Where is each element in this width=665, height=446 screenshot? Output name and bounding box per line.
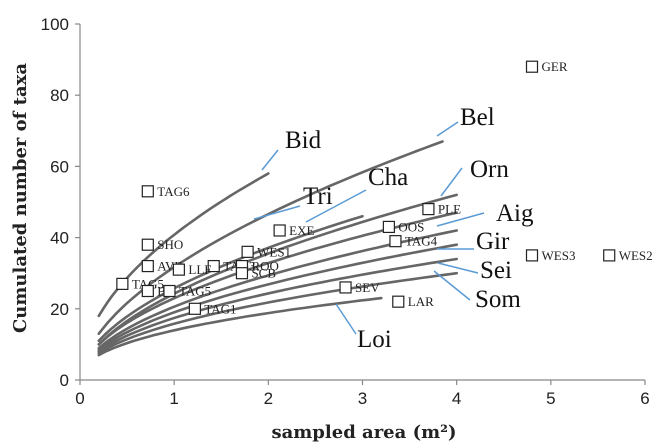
x-tick-label: 6 — [640, 389, 649, 408]
curve-loi — [97, 296, 383, 357]
y-tick-label: 40 — [50, 229, 69, 248]
point-label: WES1 — [257, 244, 291, 259]
point-marker — [116, 277, 129, 290]
point-label: TAG6 — [157, 184, 190, 199]
curve-label-bid: Bid — [285, 127, 322, 154]
y-tick-label: 60 — [50, 157, 69, 176]
point-label: SCB — [251, 266, 276, 281]
point-marker — [141, 185, 154, 198]
x-tick-label: 3 — [358, 389, 367, 408]
point-marker — [392, 295, 405, 308]
point-marker — [525, 60, 539, 73]
point-label: LAR — [408, 294, 434, 309]
curve-bel — [97, 140, 444, 335]
x-tick-label: 2 — [264, 389, 273, 408]
x-tick-label: 1 — [169, 389, 178, 408]
point-marker — [389, 235, 402, 248]
curve-label-orn: Orn — [470, 156, 509, 183]
axes: 0 20 40 60 80 100 0 1 2 3 4 5 6 — [41, 15, 650, 408]
site-points: GERTAG6PLEOOSEXETAG4SHOWES1WES3WES2AVETA… — [116, 59, 653, 316]
point-label: TAG4 — [405, 234, 438, 249]
leader-orn — [440, 167, 463, 197]
curve-label-som: Som — [475, 286, 521, 313]
curve-label-leaders — [253, 121, 485, 335]
point-label: OOS — [398, 219, 424, 234]
curve-label-bel: Bel — [460, 104, 495, 131]
curve-gir — [97, 243, 458, 351]
curve-label-tri: Tri — [303, 183, 333, 210]
leader-sei — [437, 262, 479, 274]
point-marker — [603, 249, 616, 262]
point-marker — [339, 281, 352, 294]
point-marker — [207, 259, 220, 273]
point-marker — [235, 267, 249, 280]
curve-label-aig: Aig — [496, 200, 534, 227]
y-tick-label: 0 — [60, 371, 69, 390]
curve-label-gir: Gir — [476, 228, 510, 255]
point-label: SEV — [355, 280, 380, 295]
leader-tri — [253, 205, 301, 220]
curve-label-loi: Loi — [357, 326, 392, 353]
point-label: GER — [542, 59, 568, 74]
point-marker — [188, 302, 201, 315]
x-tick-label: 4 — [452, 389, 461, 408]
point-label: TAG1 — [204, 301, 236, 316]
curve-tri — [97, 214, 364, 343]
point-marker — [141, 284, 154, 298]
x-tick-label: 0 — [75, 389, 84, 408]
point-label: PLE — [438, 202, 461, 217]
point-marker — [422, 203, 435, 216]
x-tick-label: 5 — [546, 389, 555, 408]
point-label: LLF — [188, 262, 211, 277]
point-marker — [241, 245, 254, 258]
point-label: WES2 — [619, 248, 653, 263]
point-label: ROO — [251, 259, 278, 274]
point-label: TAG5 — [179, 284, 211, 299]
curve-label-cha: Cha — [368, 164, 408, 191]
leader-som — [433, 270, 471, 301]
leader-bid — [261, 149, 279, 171]
point-label: TAG5 — [132, 276, 164, 291]
x-axis-title: sampled area (m²) — [271, 422, 456, 443]
y-tick-label: 80 — [50, 86, 69, 105]
leader-cha — [305, 189, 367, 223]
point-marker — [172, 263, 185, 276]
leader-aig — [436, 212, 485, 227]
leader-loi — [335, 303, 357, 335]
curve-som — [97, 271, 458, 355]
curve-label-sei: Sei — [480, 257, 512, 284]
curve-cha — [97, 193, 458, 346]
point-label: EXE — [289, 223, 314, 238]
y-tick-label: 100 — [41, 15, 69, 34]
point-marker — [273, 224, 286, 237]
y-axis-title: Cumulated number of taxa — [10, 63, 31, 333]
point-marker — [525, 249, 539, 262]
y-tick-label: 20 — [50, 300, 69, 319]
point-marker — [141, 238, 154, 251]
point-marker — [141, 259, 154, 273]
leader-bel — [436, 121, 459, 137]
point-marker — [163, 284, 176, 298]
curve-orn — [97, 211, 458, 346]
curve-sei — [97, 257, 458, 353]
point-label: SHO — [157, 237, 183, 252]
point-marker — [382, 220, 395, 234]
point-label: WES3 — [542, 248, 576, 263]
